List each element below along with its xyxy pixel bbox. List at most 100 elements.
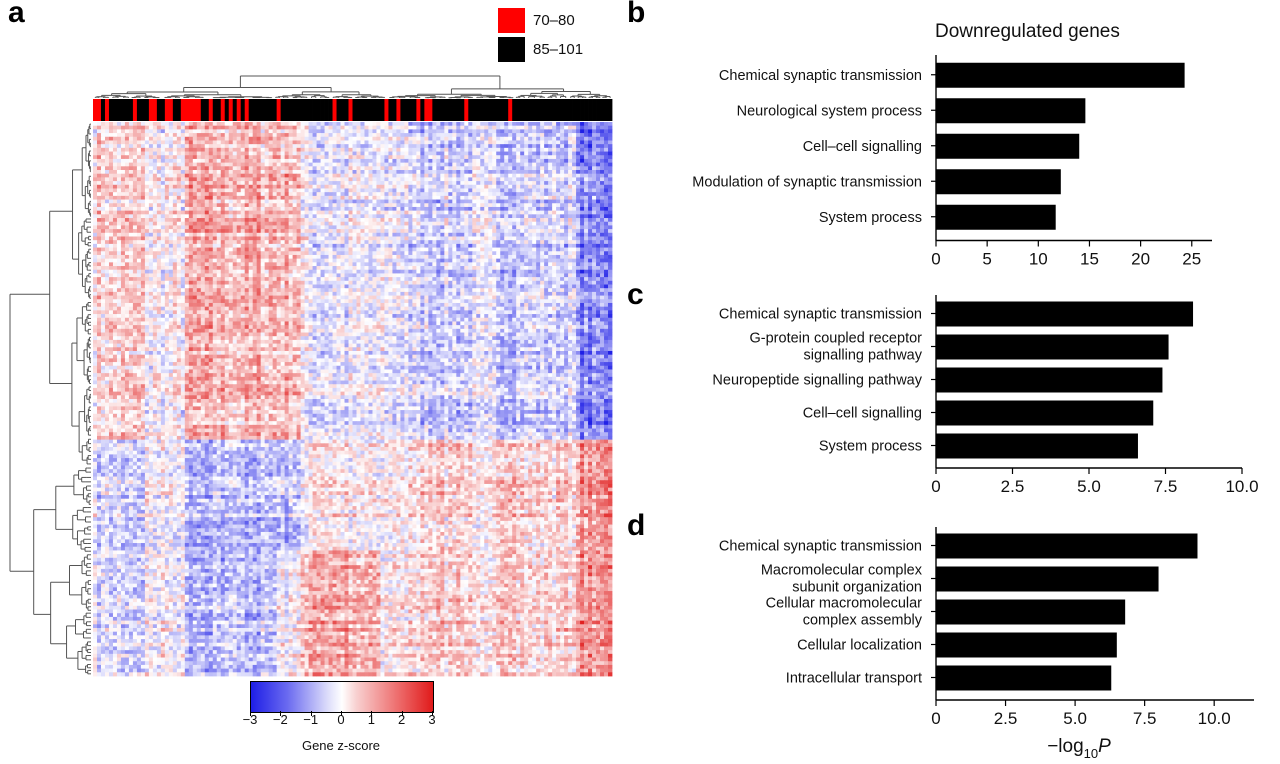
heatmap-cell xyxy=(584,221,589,226)
heatmap-cell xyxy=(220,232,226,237)
heatmap-cell xyxy=(284,206,290,212)
heatmap-cell xyxy=(412,254,417,260)
heatmap-cell xyxy=(368,158,373,164)
heatmap-cell xyxy=(548,243,553,248)
heatmap-cell xyxy=(284,221,290,226)
heatmap-cell xyxy=(360,147,365,152)
heatmap-cell xyxy=(132,151,138,156)
heatmap-cell xyxy=(244,133,250,138)
heatmap-cell xyxy=(104,232,110,237)
heatmap-cell xyxy=(204,262,210,267)
heatmap-cell xyxy=(192,173,198,178)
heatmap-cell xyxy=(348,181,353,186)
heatmap-cell xyxy=(556,173,561,178)
heatmap-cell xyxy=(288,232,294,237)
heatmap-cell xyxy=(284,251,290,256)
heatmap-cell xyxy=(528,240,533,245)
heatmap-cell xyxy=(116,254,122,260)
heatmap-cell xyxy=(576,184,581,189)
heatmap-cell xyxy=(416,173,421,178)
heatmap-cell xyxy=(288,129,294,134)
heatmap-cell xyxy=(500,254,505,260)
heatmap-cell xyxy=(184,262,190,267)
heatmap-cell xyxy=(232,181,238,186)
heatmap-cell xyxy=(344,129,349,134)
heatmap-cell xyxy=(100,254,106,260)
heatmap-cell xyxy=(464,240,469,245)
heatmap-cell xyxy=(600,203,605,208)
heatmap-cell xyxy=(140,155,146,160)
heatmap-cell xyxy=(96,158,102,164)
heatmap-cell xyxy=(236,140,242,145)
heatmap-cell xyxy=(452,218,457,223)
heatmap-cell xyxy=(184,229,190,234)
heatmap-cell xyxy=(400,251,405,256)
heatmap-cell xyxy=(264,232,270,237)
heatmap-cell xyxy=(204,251,210,256)
heatmap-cell xyxy=(600,258,605,263)
heatmap-cell xyxy=(280,258,286,263)
heatmap-cell xyxy=(512,184,517,189)
heatmap-cell xyxy=(468,170,473,175)
heatmap-cell xyxy=(172,184,178,189)
heatmap-cell xyxy=(136,229,142,234)
heatmap-cell xyxy=(528,181,533,186)
heatmap-cell xyxy=(360,184,365,189)
heatmap-cell xyxy=(280,166,286,171)
heatmap-cell xyxy=(468,147,473,152)
heatmap-cell xyxy=(268,218,274,223)
heatmap-cell xyxy=(360,188,365,193)
heatmap-cell xyxy=(396,192,401,197)
heatmap-cell xyxy=(284,240,290,245)
heatmap-cell xyxy=(384,166,389,171)
heatmap-cell xyxy=(224,173,230,178)
heatmap-cell xyxy=(264,133,270,138)
heatmap-cell xyxy=(176,147,182,152)
heatmap-cell xyxy=(276,192,282,197)
heatmap-cell xyxy=(300,133,305,138)
heatmap-cell xyxy=(464,147,469,152)
heatmap-cell xyxy=(416,151,421,156)
heatmap-cell xyxy=(564,232,569,237)
heatmap-cell xyxy=(552,251,557,256)
heatmap-cell xyxy=(292,203,298,208)
heatmap-cell xyxy=(592,225,597,230)
heatmap-cell xyxy=(580,206,585,212)
heatmap-cell xyxy=(468,243,473,248)
heatmap-cell xyxy=(340,181,345,186)
heatmap-cell xyxy=(252,129,258,134)
heatmap-cell xyxy=(204,129,210,134)
heatmap-cell xyxy=(548,214,553,219)
heatmap-cell xyxy=(188,177,194,182)
heatmap-cell xyxy=(288,188,294,193)
heatmap-cell xyxy=(332,151,337,156)
heatmap-cell xyxy=(320,158,325,164)
heatmap-cell xyxy=(264,151,270,156)
heatmap-cell xyxy=(460,177,465,182)
heatmap-cell xyxy=(128,195,134,200)
heatmap-cell xyxy=(368,236,373,241)
heatmap-cell xyxy=(300,243,305,248)
heatmap-cell xyxy=(560,214,565,219)
heatmap-cell xyxy=(188,218,194,223)
heatmap-cell xyxy=(308,181,313,186)
heatmap-cell xyxy=(484,173,489,178)
heatmap-cell xyxy=(596,158,601,164)
heatmap-cell xyxy=(392,151,397,156)
heatmap-cell xyxy=(332,192,337,197)
heatmap-cell xyxy=(332,122,337,127)
heatmap-cell xyxy=(268,240,274,245)
heatmap-cell xyxy=(372,158,377,164)
heatmap-cell xyxy=(240,147,246,152)
heatmap-cell xyxy=(572,214,577,219)
heatmap-cell xyxy=(440,195,445,200)
heatmap-cell xyxy=(192,170,198,175)
heatmap-cell xyxy=(152,151,158,156)
heatmap-cell xyxy=(156,122,162,127)
heatmap-cell xyxy=(380,240,385,245)
heatmap-cell xyxy=(328,247,333,252)
heatmap-cell xyxy=(292,173,298,178)
heatmap-cell xyxy=(116,262,122,267)
heatmap-cell xyxy=(532,192,537,197)
heatmap-cell xyxy=(608,151,613,156)
